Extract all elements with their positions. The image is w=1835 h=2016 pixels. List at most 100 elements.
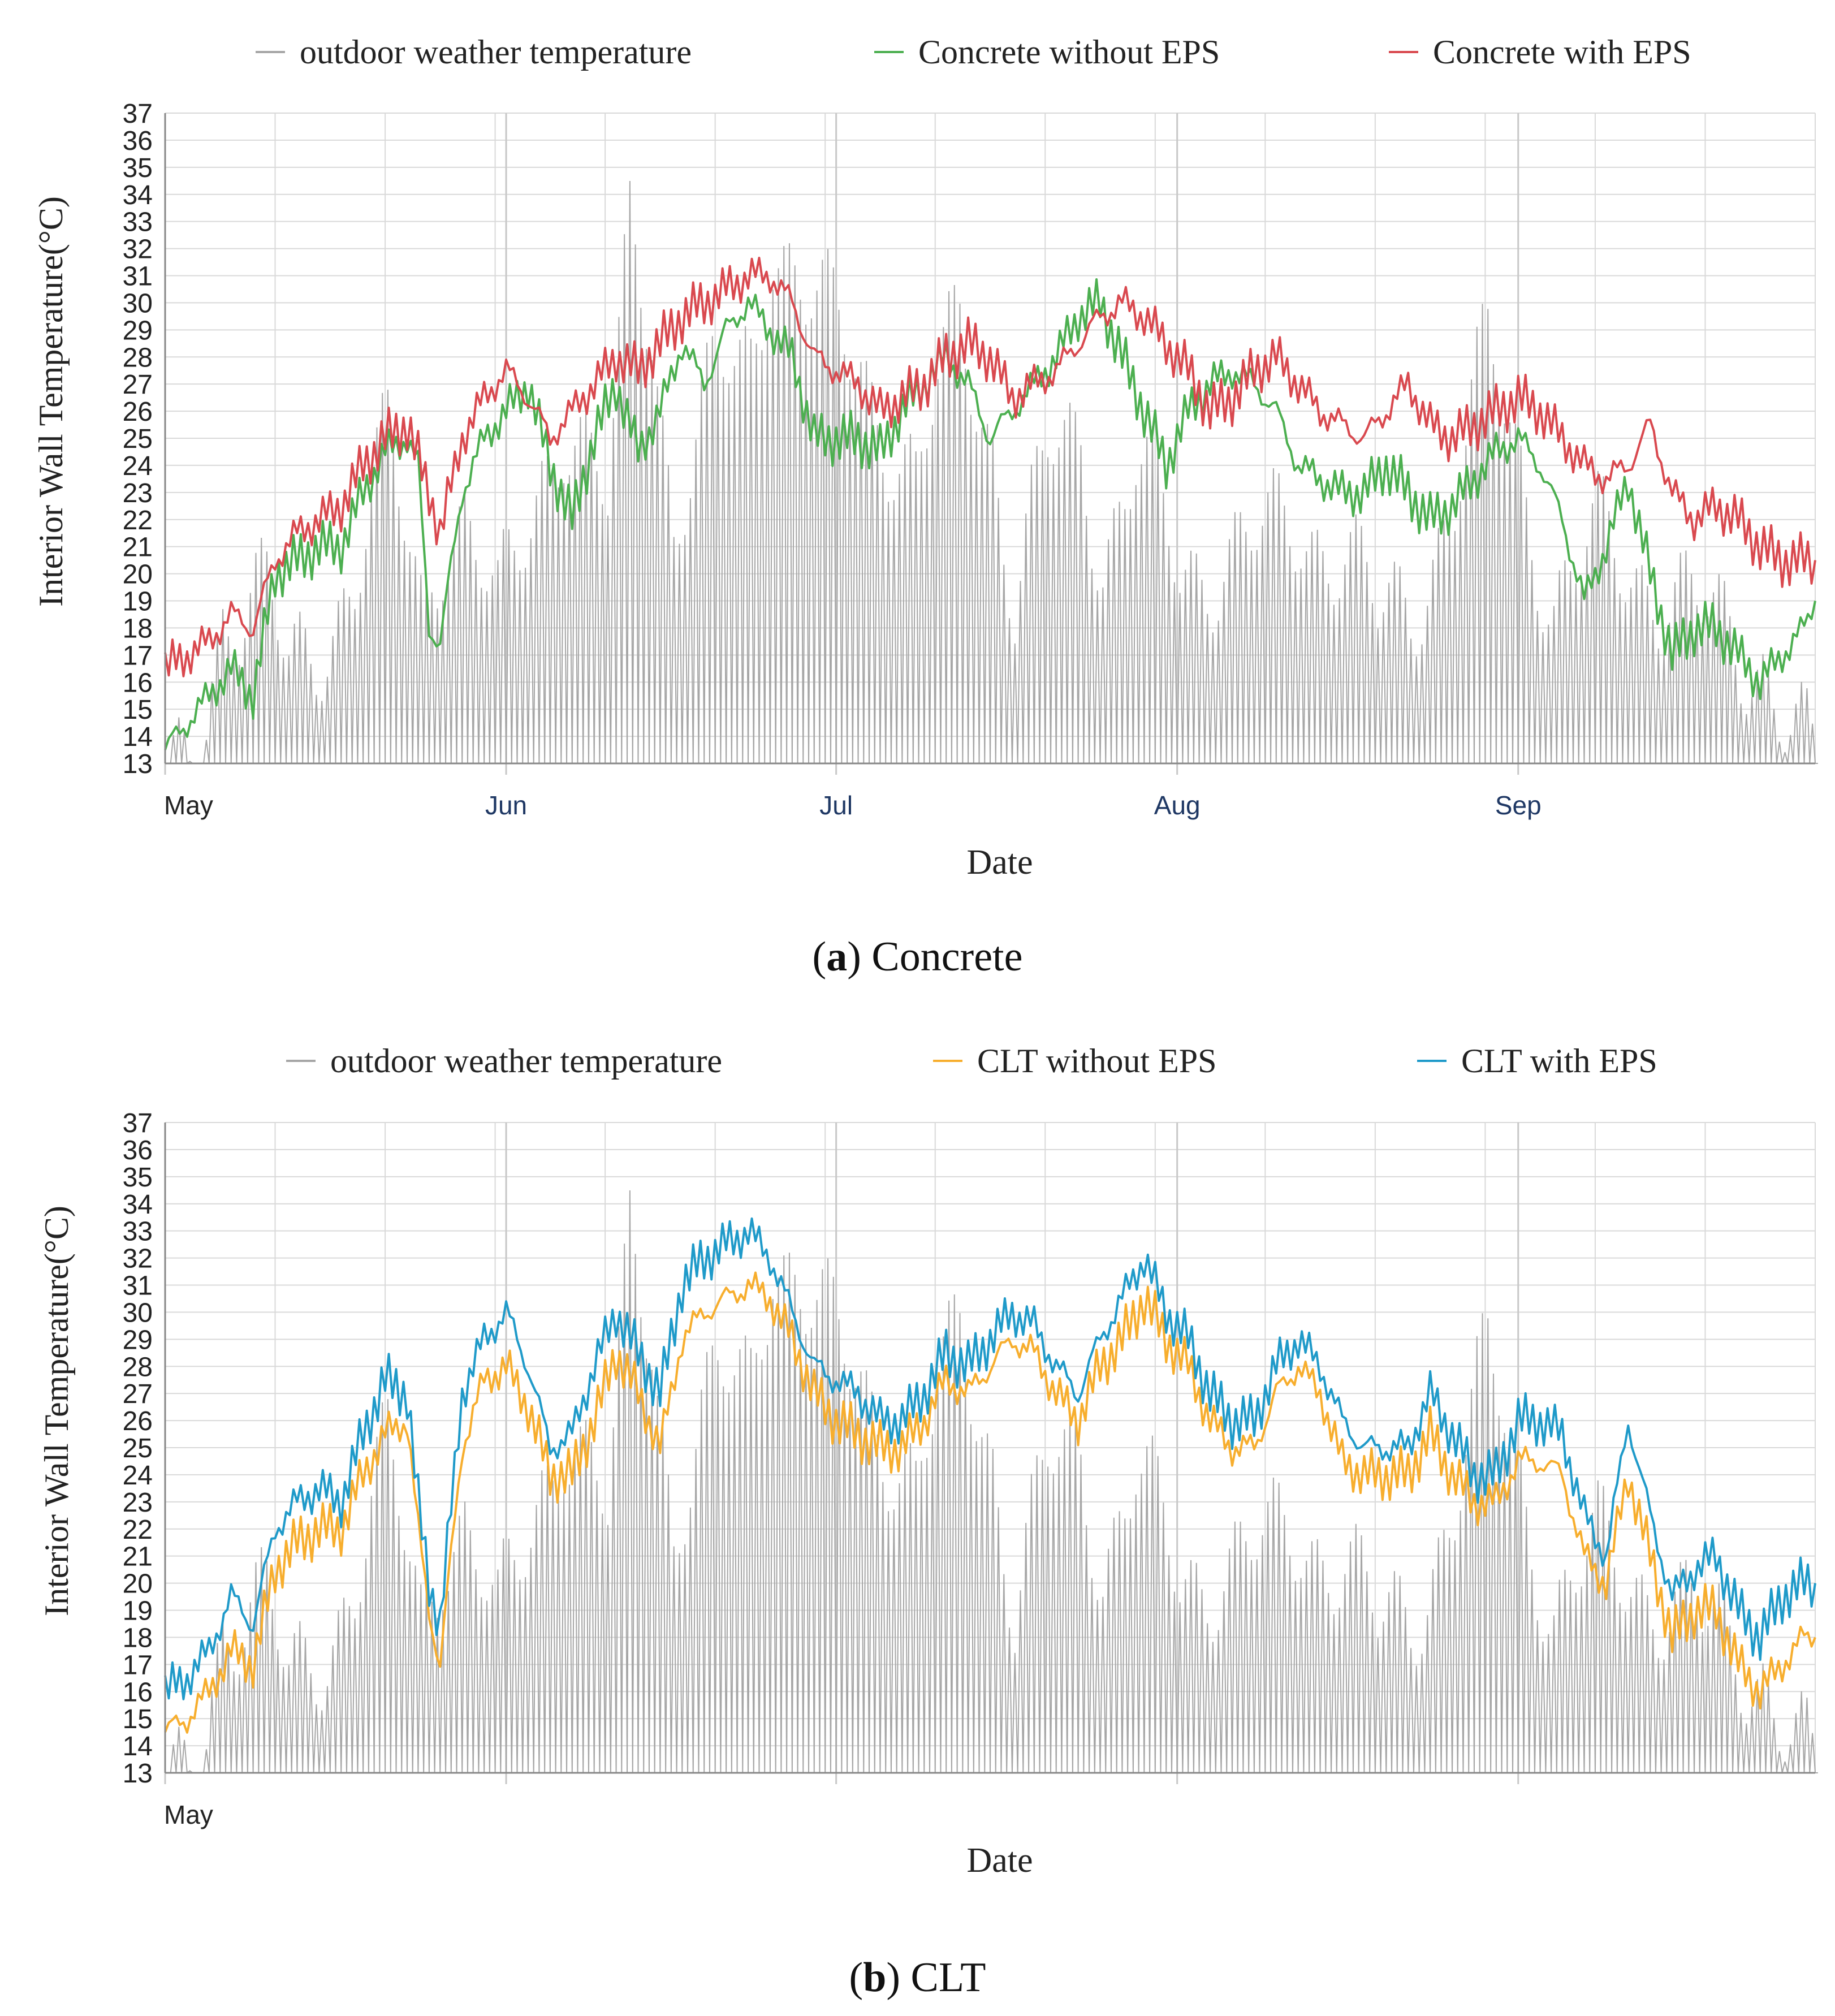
y-tick-label: 23 [123, 478, 153, 508]
x-tick-label-may: May [164, 791, 213, 820]
y-tick-label: 30 [123, 288, 153, 318]
y-tick-label: 23 [123, 1488, 153, 1518]
y-tick-label: 14 [123, 1732, 153, 1762]
caption-concrete: (a) Concrete [812, 934, 1023, 980]
series-layer-concrete [164, 257, 1816, 750]
y-tick-label: 32 [123, 235, 153, 265]
chart-concrete: 1314151617181920212223242526272829303132… [32, 99, 1818, 882]
y-tick-label: 19 [123, 1596, 153, 1626]
y-tick-label: 30 [123, 1298, 153, 1328]
x-tick-label-sep: Sep [1495, 791, 1542, 820]
y-tick-label: 33 [123, 208, 153, 238]
legend-label-outdoor-b: outdoor weather temperature [330, 1042, 723, 1080]
y-tick-label: 32 [123, 1244, 153, 1274]
y-tick-label: 19 [123, 587, 153, 617]
y-tick-label: 37 [123, 99, 153, 129]
y-tick-label: 36 [123, 126, 153, 156]
y-tick-label: 31 [123, 262, 153, 292]
legend-item-outdoor-b: outdoor weather temperature [286, 1033, 722, 1089]
series-layer-clt [164, 1217, 1816, 1734]
y-tick-label: 22 [123, 506, 153, 536]
y-tick-label: 21 [123, 533, 153, 563]
series-line-clt-with-eps [164, 1217, 1816, 1700]
y-tick-label: 24 [123, 1461, 153, 1491]
y-tick-label: 14 [123, 722, 153, 752]
y-tick-label: 28 [123, 343, 153, 373]
legend-swatch-outdoor [256, 51, 285, 53]
series-line-clt-without-eps [164, 1271, 1816, 1734]
y-tick-label: 18 [123, 614, 153, 644]
y-tick-label: 34 [123, 180, 153, 210]
y-tick-label: 33 [123, 1217, 153, 1247]
y-tick-label: 22 [123, 1515, 153, 1545]
x-tick-label-may: May [164, 1800, 213, 1829]
x-axis-label-clt: Date [966, 1841, 1033, 1880]
y-tick-label: 16 [123, 1677, 153, 1707]
y-tick-label: 15 [123, 1704, 153, 1734]
legend-item-outdoor: outdoor weather temperature [256, 24, 692, 80]
y-tick-label: 20 [123, 1569, 153, 1599]
legend-item-concrete-with-eps: Concrete with EPS [1389, 24, 1691, 80]
y-tick-label: 26 [123, 397, 153, 427]
y-tick-label: 17 [123, 641, 153, 671]
y-tick-label: 29 [123, 1325, 153, 1355]
y-tick-label: 24 [123, 451, 153, 481]
caption-letter-a: a [826, 934, 848, 980]
series-line-outdoor [165, 1190, 1818, 1774]
y-tick-label: 27 [123, 370, 153, 400]
y-tick-label: 15 [123, 695, 153, 725]
caption-letter-b: b [863, 1954, 887, 2001]
y-tick-label: 16 [123, 668, 153, 698]
legend-swatch-concrete-with-eps [1389, 51, 1418, 53]
caption-text-a: Concrete [871, 934, 1023, 980]
y-tick-label: 21 [123, 1542, 153, 1572]
x-tick-label-jun: Jun [485, 791, 527, 820]
x-tick-label-aug: Aug [1154, 791, 1201, 820]
axes-clt: 1314151617181920212223242526272829303132… [123, 1108, 1815, 1829]
y-tick-label: 36 [123, 1136, 153, 1165]
y-tick-label: 34 [123, 1190, 153, 1220]
y-tick-label: 13 [123, 749, 153, 779]
y-tick-label: 13 [123, 1759, 153, 1789]
y-tick-label: 20 [123, 560, 153, 590]
legend-concrete: outdoor weather temperature Concrete wit… [0, 24, 1835, 80]
legend-label-concrete-with-eps: Concrete with EPS [1433, 33, 1691, 71]
legend-swatch-concrete-without-eps [874, 51, 904, 53]
legend-clt: outdoor weather temperature CLT without … [0, 1033, 1835, 1089]
legend-label-concrete-without-eps: Concrete without EPS [918, 33, 1220, 71]
caption-text-b: CLT [910, 1954, 986, 2001]
legend-label-clt-with-eps: CLT with EPS [1461, 1042, 1657, 1080]
axes-concrete: 1314151617181920212223242526272829303132… [123, 99, 1815, 820]
legend-label-outdoor: outdoor weather temperature [300, 33, 692, 71]
y-axis-label-concrete: Interior Wall Temperature(°C) [32, 196, 70, 607]
y-tick-label: 27 [123, 1379, 153, 1409]
y-tick-label: 26 [123, 1406, 153, 1436]
legend-swatch-clt-without-eps [933, 1060, 962, 1062]
x-tick-label-jul: Jul [819, 791, 853, 820]
chart-clt: 1314151617181920212223242526272829303132… [38, 1108, 1818, 1880]
y-tick-label: 18 [123, 1623, 153, 1653]
y-tick-label: 29 [123, 316, 153, 346]
y-tick-label: 28 [123, 1352, 153, 1382]
series-line-concrete-with-eps [164, 257, 1816, 677]
series-line-concrete-without-eps [164, 278, 1816, 750]
legend-swatch-clt-with-eps [1417, 1060, 1447, 1062]
series-line-outdoor [165, 181, 1818, 765]
legend-item-concrete-without-eps: Concrete without EPS [874, 24, 1220, 80]
x-axis-label-concrete: Date [966, 843, 1033, 882]
y-tick-label: 17 [123, 1650, 153, 1680]
outdoor-series-clt [165, 1190, 1818, 1774]
y-tick-label: 25 [123, 1434, 153, 1464]
caption-clt: (b) CLT [849, 1954, 986, 2001]
y-tick-label: 37 [123, 1108, 153, 1138]
y-axis-label-clt: Interior Wall Temperature(°C) [38, 1206, 75, 1616]
y-tick-label: 31 [123, 1271, 153, 1301]
outdoor-series-concrete [165, 181, 1818, 765]
y-tick-label: 35 [123, 153, 153, 183]
legend-label-clt-without-eps: CLT without EPS [977, 1042, 1217, 1080]
y-tick-label: 35 [123, 1163, 153, 1193]
y-tick-label: 25 [123, 424, 153, 454]
legend-swatch-outdoor-b [286, 1060, 316, 1062]
legend-item-clt-with-eps: CLT with EPS [1417, 1033, 1657, 1089]
legend-item-clt-without-eps: CLT without EPS [933, 1033, 1216, 1089]
